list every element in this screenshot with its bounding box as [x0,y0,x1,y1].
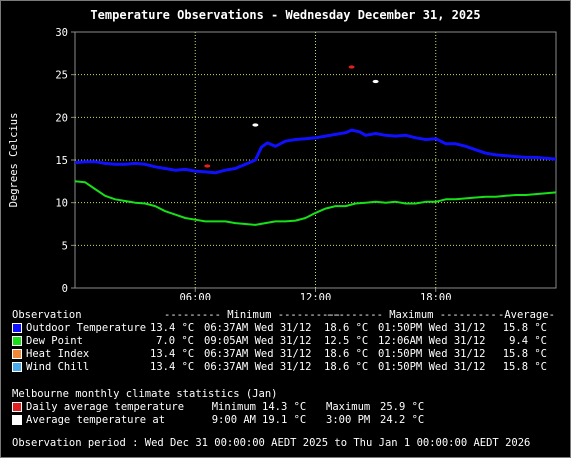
table-cell-name: Dew Point [26,335,83,347]
marker-daily-avg-max [348,65,355,69]
table-cell-name: Heat Index [26,348,90,360]
legend-swatch [12,362,22,372]
plot-area: 0 5 10 15 20 25 30 06:00 12:00 18:00 Degrees Celci… [8,27,557,300]
table-cell-min: 13.4 °C [150,322,195,334]
table-cell-min-time: 06:37AM Wed 31/12 [204,361,312,373]
climate-swatch [12,402,22,412]
y-tick-label: 0 [62,283,68,295]
table-cell-avg: 9.4 °C [509,335,547,347]
table-header-observation: Observation [12,309,82,321]
climate-cell-min-label: 9:00 AM [211,414,256,426]
table-header-maximum: --------- Maximum --------- [326,309,497,321]
table-cell-min-time: 06:37AM Wed 31/12 [204,322,312,334]
y-tick-label: 10 [55,198,68,210]
x-tick-label: 12:00 [300,292,332,300]
climate-heading: Melbourne monthly climate statistics (Ja… [12,388,278,400]
dew-point-line [74,180,557,226]
table-cell-name: Outdoor Temperature [26,322,147,334]
table-cell-min-time: 09:05AM Wed 31/12 [204,335,312,347]
table-cell-avg: 15.8 °C [502,348,547,360]
climate-cell-max: 25.9 °C [380,401,425,413]
climate-cell-min: 14.3 °C [262,401,307,413]
table-cell-max: 12.5 °C [324,335,369,347]
y-tick-label: 25 [55,70,68,82]
marker-daily-avg-min [204,164,211,168]
marker-avg-temp-max [372,79,379,84]
table-cell-min: 13.4 °C [150,361,195,373]
climate-cell-max-label: Maximum [326,401,371,413]
climate-cell-min: 19.1 °C [262,414,307,426]
table-cell-max-time: 12:06AM Wed 31/12 [378,335,486,347]
table-cell-name: Wind Chill [26,361,90,373]
y-axis-label: Degrees Celcius [8,113,20,208]
table-cell-max-time: 01:50PM Wed 31/12 [378,348,486,360]
y-tick-label: 15 [55,155,68,167]
table-cell-avg: 15.8 °C [502,361,547,373]
outdoor-temperature-line [74,128,557,175]
table-cell-max: 18.6 °C [324,322,369,334]
table-cell-min-time: 06:37AM Wed 31/12 [204,348,312,360]
table-cell-min: 7.0 °C [156,335,194,347]
x-tick-label: 18:00 [420,292,452,300]
table-cell-min: 13.4 °C [150,348,195,360]
observation-period: Observation period : Wed Dec 31 00:00:00… [12,437,531,449]
climate-cell-min-label: Minimum [211,401,256,413]
temperature-chart: 0 5 10 15 20 25 30 06:00 12:00 18:00 Degrees Celci… [8,27,557,300]
table-cell-max: 18.6 °C [324,348,369,360]
legend-swatch [12,323,22,333]
y-tick-label: 20 [55,112,68,124]
y-tick-label: 5 [62,240,68,252]
table-cell-max-time: 01:50PM Wed 31/12 [378,322,486,334]
table-header-minimum: --------- Minimum ---------- [164,309,342,321]
table-header-average: -Average- [498,309,555,321]
climate-cell-name: Daily average temperature [26,401,185,413]
climate-cell-max: 24.2 °C [380,414,425,426]
table-cell-max: 18.6 °C [324,361,369,373]
marker-avg-temp-min [252,123,259,127]
legend-swatch [12,349,22,359]
table-cell-avg: 15.8 °C [502,322,547,334]
y-tick-label: 30 [55,27,68,39]
climate-swatch [12,415,22,425]
climate-cell-max-label: 3:00 PM [326,414,371,426]
legend-swatch [12,336,22,346]
x-tick-label: 06:00 [179,292,211,300]
climate-cell-name: Average temperature at [26,414,166,426]
chart-title: Temperature Observations - Wednesday Dec… [90,8,481,22]
table-cell-max-time: 01:50PM Wed 31/12 [378,361,486,373]
